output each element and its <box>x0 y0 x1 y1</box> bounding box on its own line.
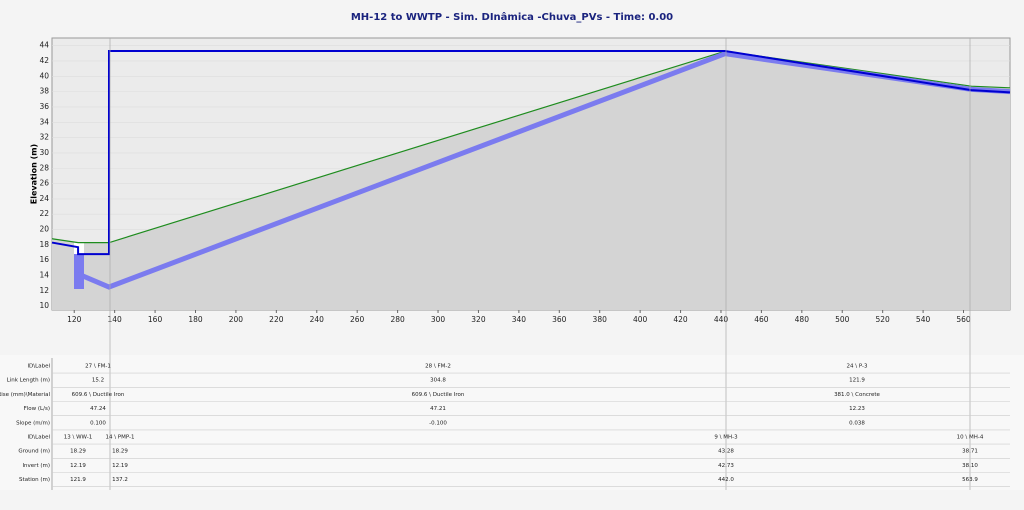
x-tick-label: 480 <box>795 315 810 324</box>
profile-line <box>51 50 1011 256</box>
profile-line <box>51 50 1011 244</box>
y-tick-label: 26 <box>39 179 49 188</box>
x-tick-label: 460 <box>754 315 769 324</box>
wet-well-pump <box>74 254 84 289</box>
y-tick-label: 42 <box>39 56 49 65</box>
y-tick-label: 34 <box>39 117 49 126</box>
table-cell: 121.9 <box>849 378 865 384</box>
table-cell: 304.8 <box>430 378 446 384</box>
y-tick-label: 22 <box>39 209 49 218</box>
y-tick-label: 32 <box>39 133 49 142</box>
x-tick-label: 340 <box>512 315 527 324</box>
row-label: Ground (m) <box>18 449 50 455</box>
x-tick-label: 220 <box>269 315 284 324</box>
x-tick-label: 260 <box>350 315 365 324</box>
x-tick-label: 380 <box>593 315 608 324</box>
table-cell: 12.23 <box>849 406 865 412</box>
y-tick-label: 38 <box>39 87 49 96</box>
x-tick-label: 400 <box>633 315 648 324</box>
x-tick-label: 200 <box>229 315 244 324</box>
row-label: Invert (m) <box>22 463 50 469</box>
table-area <box>0 355 1024 490</box>
y-tick-label: 14 <box>39 271 49 280</box>
table-cell: 24 \ P-3 <box>846 364 868 370</box>
x-tick-label: 560 <box>956 315 971 324</box>
row-label: ID\Label <box>27 435 50 441</box>
y-tick-label: 16 <box>39 255 49 264</box>
y-tick-label: 40 <box>39 71 49 80</box>
table-cell: 0.038 <box>849 420 865 426</box>
table-cell: 27 \ FM-1 <box>85 364 111 370</box>
x-tick-label: 320 <box>471 315 486 324</box>
y-tick-label: 28 <box>39 163 49 172</box>
table-cell: 43.28 <box>718 449 734 455</box>
x-tick-label: 540 <box>916 315 931 324</box>
row-label: Station (m) <box>19 477 50 483</box>
x-tick-label: 160 <box>148 315 163 324</box>
y-tick-label: 18 <box>39 240 49 249</box>
table-cell: 609.6 \ Ductile Iron <box>412 392 465 398</box>
row-label: Slope (m/m) <box>16 420 50 426</box>
table-cell: 563.9 <box>962 477 978 483</box>
x-tick-label: 140 <box>107 315 122 324</box>
row-label: Rise (mm)\Material <box>0 392 50 398</box>
table-cell: -0.100 <box>429 420 447 426</box>
y-axis-label: Elevation (m) <box>30 144 39 204</box>
table-cell: 38.71 <box>962 449 978 455</box>
profile-table: ID\Label 27 \ FM-1 28 \ FM-2 24 \ P-3 Link L… <box>0 358 1010 490</box>
table-cell: 47.21 <box>430 406 446 412</box>
x-tick-label: 500 <box>835 315 850 324</box>
table-cell: 47.24 <box>90 406 106 412</box>
table-cell: 609.6 \ Ductile Iron <box>72 392 125 398</box>
chart-title: MH-12 to WWTP - Sim. DInâmica -Chuva_PVs… <box>351 11 673 23</box>
x-tick-label: 440 <box>714 315 729 324</box>
table-cell: 28 \ FM-2 <box>425 364 451 370</box>
table-cell: 14 \ PMP-1 <box>105 435 134 441</box>
y-tick-label: 20 <box>39 225 49 234</box>
y-tick-label: 24 <box>39 194 49 203</box>
row-label: Link Length (m) <box>7 378 50 384</box>
table-cell: 0.100 <box>90 420 106 426</box>
table-cell: 121.9 <box>70 477 86 483</box>
table-cell: 137.2 <box>112 477 128 483</box>
table-cell: 13 \ WW-1 <box>64 435 93 441</box>
table-cell: 381.0 \ Concrete <box>834 392 880 398</box>
y-tick-label: 12 <box>39 286 49 295</box>
table-cell: 12.19 <box>70 463 86 469</box>
x-tick-label: 520 <box>876 315 891 324</box>
x-tick-label: 280 <box>390 315 405 324</box>
table-cell: 18.29 <box>112 449 128 455</box>
table-cell: 9 \ MH-3 <box>714 435 738 441</box>
y-tick-label: 30 <box>39 148 49 157</box>
table-cell: 42.73 <box>718 463 734 469</box>
table-cell: 38.10 <box>962 463 978 469</box>
table-cell: 12.19 <box>112 463 128 469</box>
table-cell: 442.0 <box>718 477 734 483</box>
y-tick-label: 36 <box>39 102 49 111</box>
table-cell: 10 \ MH-4 <box>957 435 984 441</box>
y-tick-label: 10 <box>39 301 49 310</box>
x-tick-label: 360 <box>552 315 567 324</box>
x-tick-label: 420 <box>673 315 688 324</box>
x-tick-label: 120 <box>67 315 82 324</box>
ground-area <box>52 51 1010 311</box>
x-tick-label: 300 <box>431 315 446 324</box>
x-tick-label: 240 <box>310 315 325 324</box>
y-tick-label: 44 <box>39 41 49 50</box>
row-label: ID\Label <box>27 364 50 370</box>
row-label: Flow (L/s) <box>24 406 50 412</box>
x-tick-label: 180 <box>188 315 203 324</box>
table-cell: 18.29 <box>70 449 86 455</box>
table-cell: 15.2 <box>92 378 104 384</box>
plot: 10 12 14 16 18 20 22 24 26 28 30 32 34 36 38 40 42 44 120 1… <box>39 38 1011 490</box>
